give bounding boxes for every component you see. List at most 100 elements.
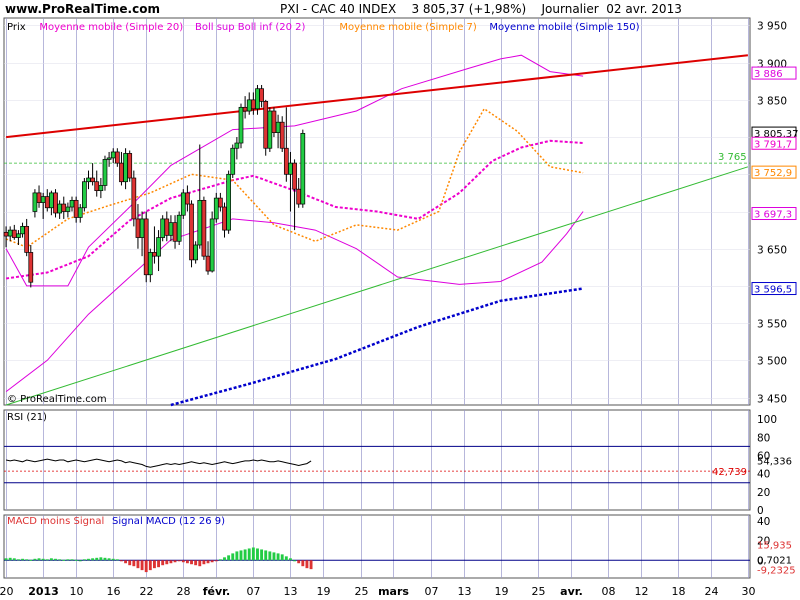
macd-bar-up (45, 559, 49, 561)
candle-up (16, 233, 21, 238)
macd-bar-down (198, 560, 202, 567)
macd-bar-up (99, 557, 103, 561)
macd-bar-up (16, 559, 20, 561)
rsi-y-tick: 100 (757, 414, 777, 426)
macd-bar-down (185, 560, 189, 564)
price-value-tag: 3 697,3 (754, 210, 792, 221)
level-label: 3 765 (718, 152, 747, 163)
candle-down (11, 229, 17, 238)
candle-down (263, 101, 269, 149)
candle-down (127, 153, 133, 179)
macd-bar-up (251, 547, 255, 561)
candle-up (86, 177, 91, 183)
candle-up (193, 244, 199, 261)
macd-bar-up (111, 558, 115, 561)
macd-bar-down (173, 560, 177, 563)
candle-up (65, 206, 71, 212)
chart-title: PXI - CAC 40 INDEX 3 805,37 (+1,98%) Jou… (280, 2, 682, 16)
candle-down (242, 106, 248, 112)
candle-up (160, 218, 166, 238)
macd-bar-down (194, 560, 198, 566)
x-tick-label: 13 (458, 585, 472, 598)
site-name[interactable]: www.ProRealTime.com (5, 2, 160, 16)
x-tick-label: 16 (107, 585, 121, 598)
candle-up (275, 121, 281, 133)
candle-down (279, 121, 285, 149)
candle-up (246, 99, 252, 112)
price-legend-item: Prix (7, 22, 26, 33)
candle-up (255, 88, 260, 110)
rsi-y-tick: 60 (757, 450, 770, 462)
rsi-y-tick: 20 (757, 487, 770, 499)
macd-bar-up (95, 557, 99, 561)
x-tick-label: avr. (560, 585, 583, 598)
price-y-tick: 3 850 (757, 96, 787, 108)
macd-bar-up (12, 558, 16, 561)
macd-bar-up (223, 557, 226, 561)
candle-down (283, 147, 289, 175)
candle-down (152, 252, 157, 257)
x-tick-label: 13 (284, 585, 298, 598)
macd-bar-up (115, 559, 119, 561)
candle-up (69, 199, 75, 208)
macd-bar-down (297, 560, 301, 564)
macd-bar-up (239, 550, 243, 561)
macd-bar-up (54, 558, 57, 561)
last-quote: 3 805,37 (+1,98%) (411, 2, 527, 16)
macd-bar-down (161, 560, 165, 566)
candle-down (205, 255, 211, 272)
candle-down (201, 199, 207, 257)
price-value-tag-box (751, 165, 797, 179)
x-tick-label: 19 (495, 585, 509, 598)
macd-bar-up (70, 559, 74, 561)
macd-bar-up (66, 559, 70, 561)
macd-bar-up (284, 556, 288, 561)
macd-bar-down (190, 560, 193, 565)
x-tick-label: 22 (140, 585, 154, 598)
macd-bar-down (206, 560, 210, 564)
macd-bar-down (305, 560, 309, 569)
macd-bar-down (140, 560, 144, 571)
candle-up (110, 151, 116, 159)
rsi-panel (3, 409, 751, 511)
macd-bar-up (82, 559, 86, 561)
macd-bar-up (41, 558, 45, 561)
candle-down (172, 222, 178, 242)
macd-bar-up (260, 549, 264, 561)
macd-value-tag: 0,7021 (757, 556, 792, 567)
macd-y-tick: 40 (757, 516, 770, 528)
macd-bar-up (107, 558, 111, 561)
candle-up (180, 192, 186, 216)
rsi-legend: RSI (21) (7, 412, 47, 423)
macd-bar-up (218, 559, 222, 561)
price-y-tick: 3 550 (757, 319, 787, 331)
x-tick-label: 28 (177, 585, 191, 598)
candle-down (44, 196, 50, 209)
instrument-name: PXI - CAC 40 INDEX (280, 2, 397, 16)
macd-bar-down (124, 560, 128, 564)
candle-up (238, 106, 244, 144)
header-bar: www.ProRealTime.com PXI - CAC 40 INDEX 3… (0, 0, 800, 18)
macd-bar-down (152, 560, 156, 569)
candle-down (36, 192, 42, 203)
candle-down (222, 206, 227, 231)
macd-bar-down (177, 560, 181, 562)
candle-down (28, 252, 34, 283)
macd-bar-down (157, 560, 161, 568)
period-label: Journalier (541, 2, 599, 16)
candle-up (20, 226, 25, 235)
price-value-tag: 3 791,7 (754, 139, 792, 150)
ma150-line (170, 287, 584, 407)
macd-bar-down (169, 560, 173, 564)
candle-up (32, 192, 38, 212)
macd-bar-down (120, 560, 123, 562)
macd-bar-down (301, 560, 305, 567)
candle-up (49, 192, 54, 209)
macd-bar-up (247, 548, 251, 561)
candle-down (185, 192, 190, 205)
candle-up (226, 173, 231, 231)
macd-y-tick: 20 (757, 536, 770, 548)
macd-bar-up (243, 549, 247, 561)
x-tick-label: févr. (203, 585, 230, 598)
